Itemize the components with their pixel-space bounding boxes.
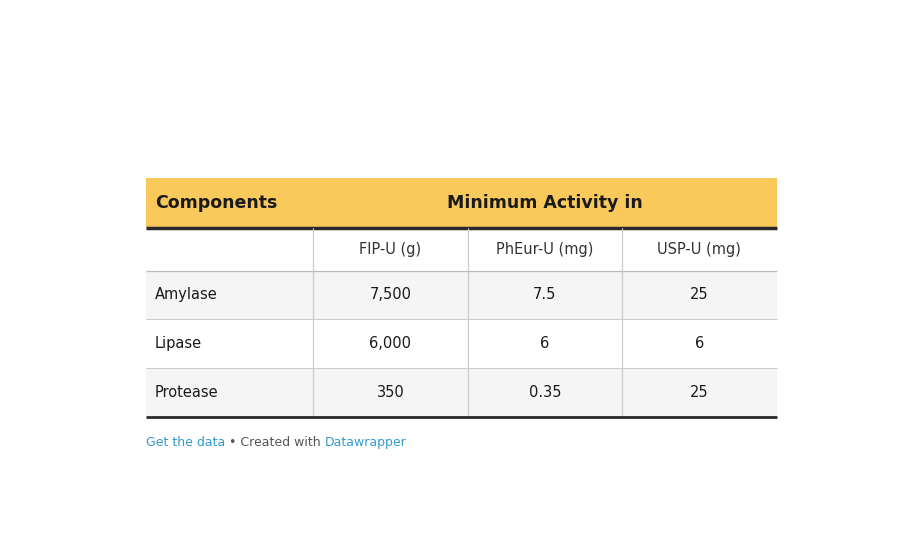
- Bar: [146, 319, 777, 368]
- Text: Amylase: Amylase: [155, 288, 218, 303]
- Text: Minimum Activity in: Minimum Activity in: [447, 194, 643, 212]
- Text: FIP-U (g): FIP-U (g): [359, 242, 421, 257]
- Text: Components: Components: [155, 194, 277, 212]
- Bar: [146, 228, 777, 271]
- Text: 7,500: 7,500: [369, 288, 411, 303]
- Text: 0.35: 0.35: [528, 385, 561, 400]
- Text: Datawrapper: Datawrapper: [325, 436, 407, 449]
- Text: • Created with: • Created with: [225, 436, 325, 449]
- Bar: [146, 368, 777, 417]
- Text: 6: 6: [695, 336, 704, 351]
- Text: PhEur-U (mg): PhEur-U (mg): [496, 242, 593, 257]
- Text: Get the data: Get the data: [146, 436, 225, 449]
- Bar: [146, 271, 777, 319]
- Text: Lipase: Lipase: [155, 336, 202, 351]
- Text: 6,000: 6,000: [369, 336, 411, 351]
- Text: USP-U (mg): USP-U (mg): [657, 242, 742, 257]
- Bar: [146, 178, 777, 228]
- Text: 7.5: 7.5: [533, 288, 556, 303]
- Text: 25: 25: [690, 385, 708, 400]
- Text: 25: 25: [690, 288, 708, 303]
- Text: 6: 6: [540, 336, 549, 351]
- Text: Protease: Protease: [155, 385, 219, 400]
- Text: 350: 350: [376, 385, 404, 400]
